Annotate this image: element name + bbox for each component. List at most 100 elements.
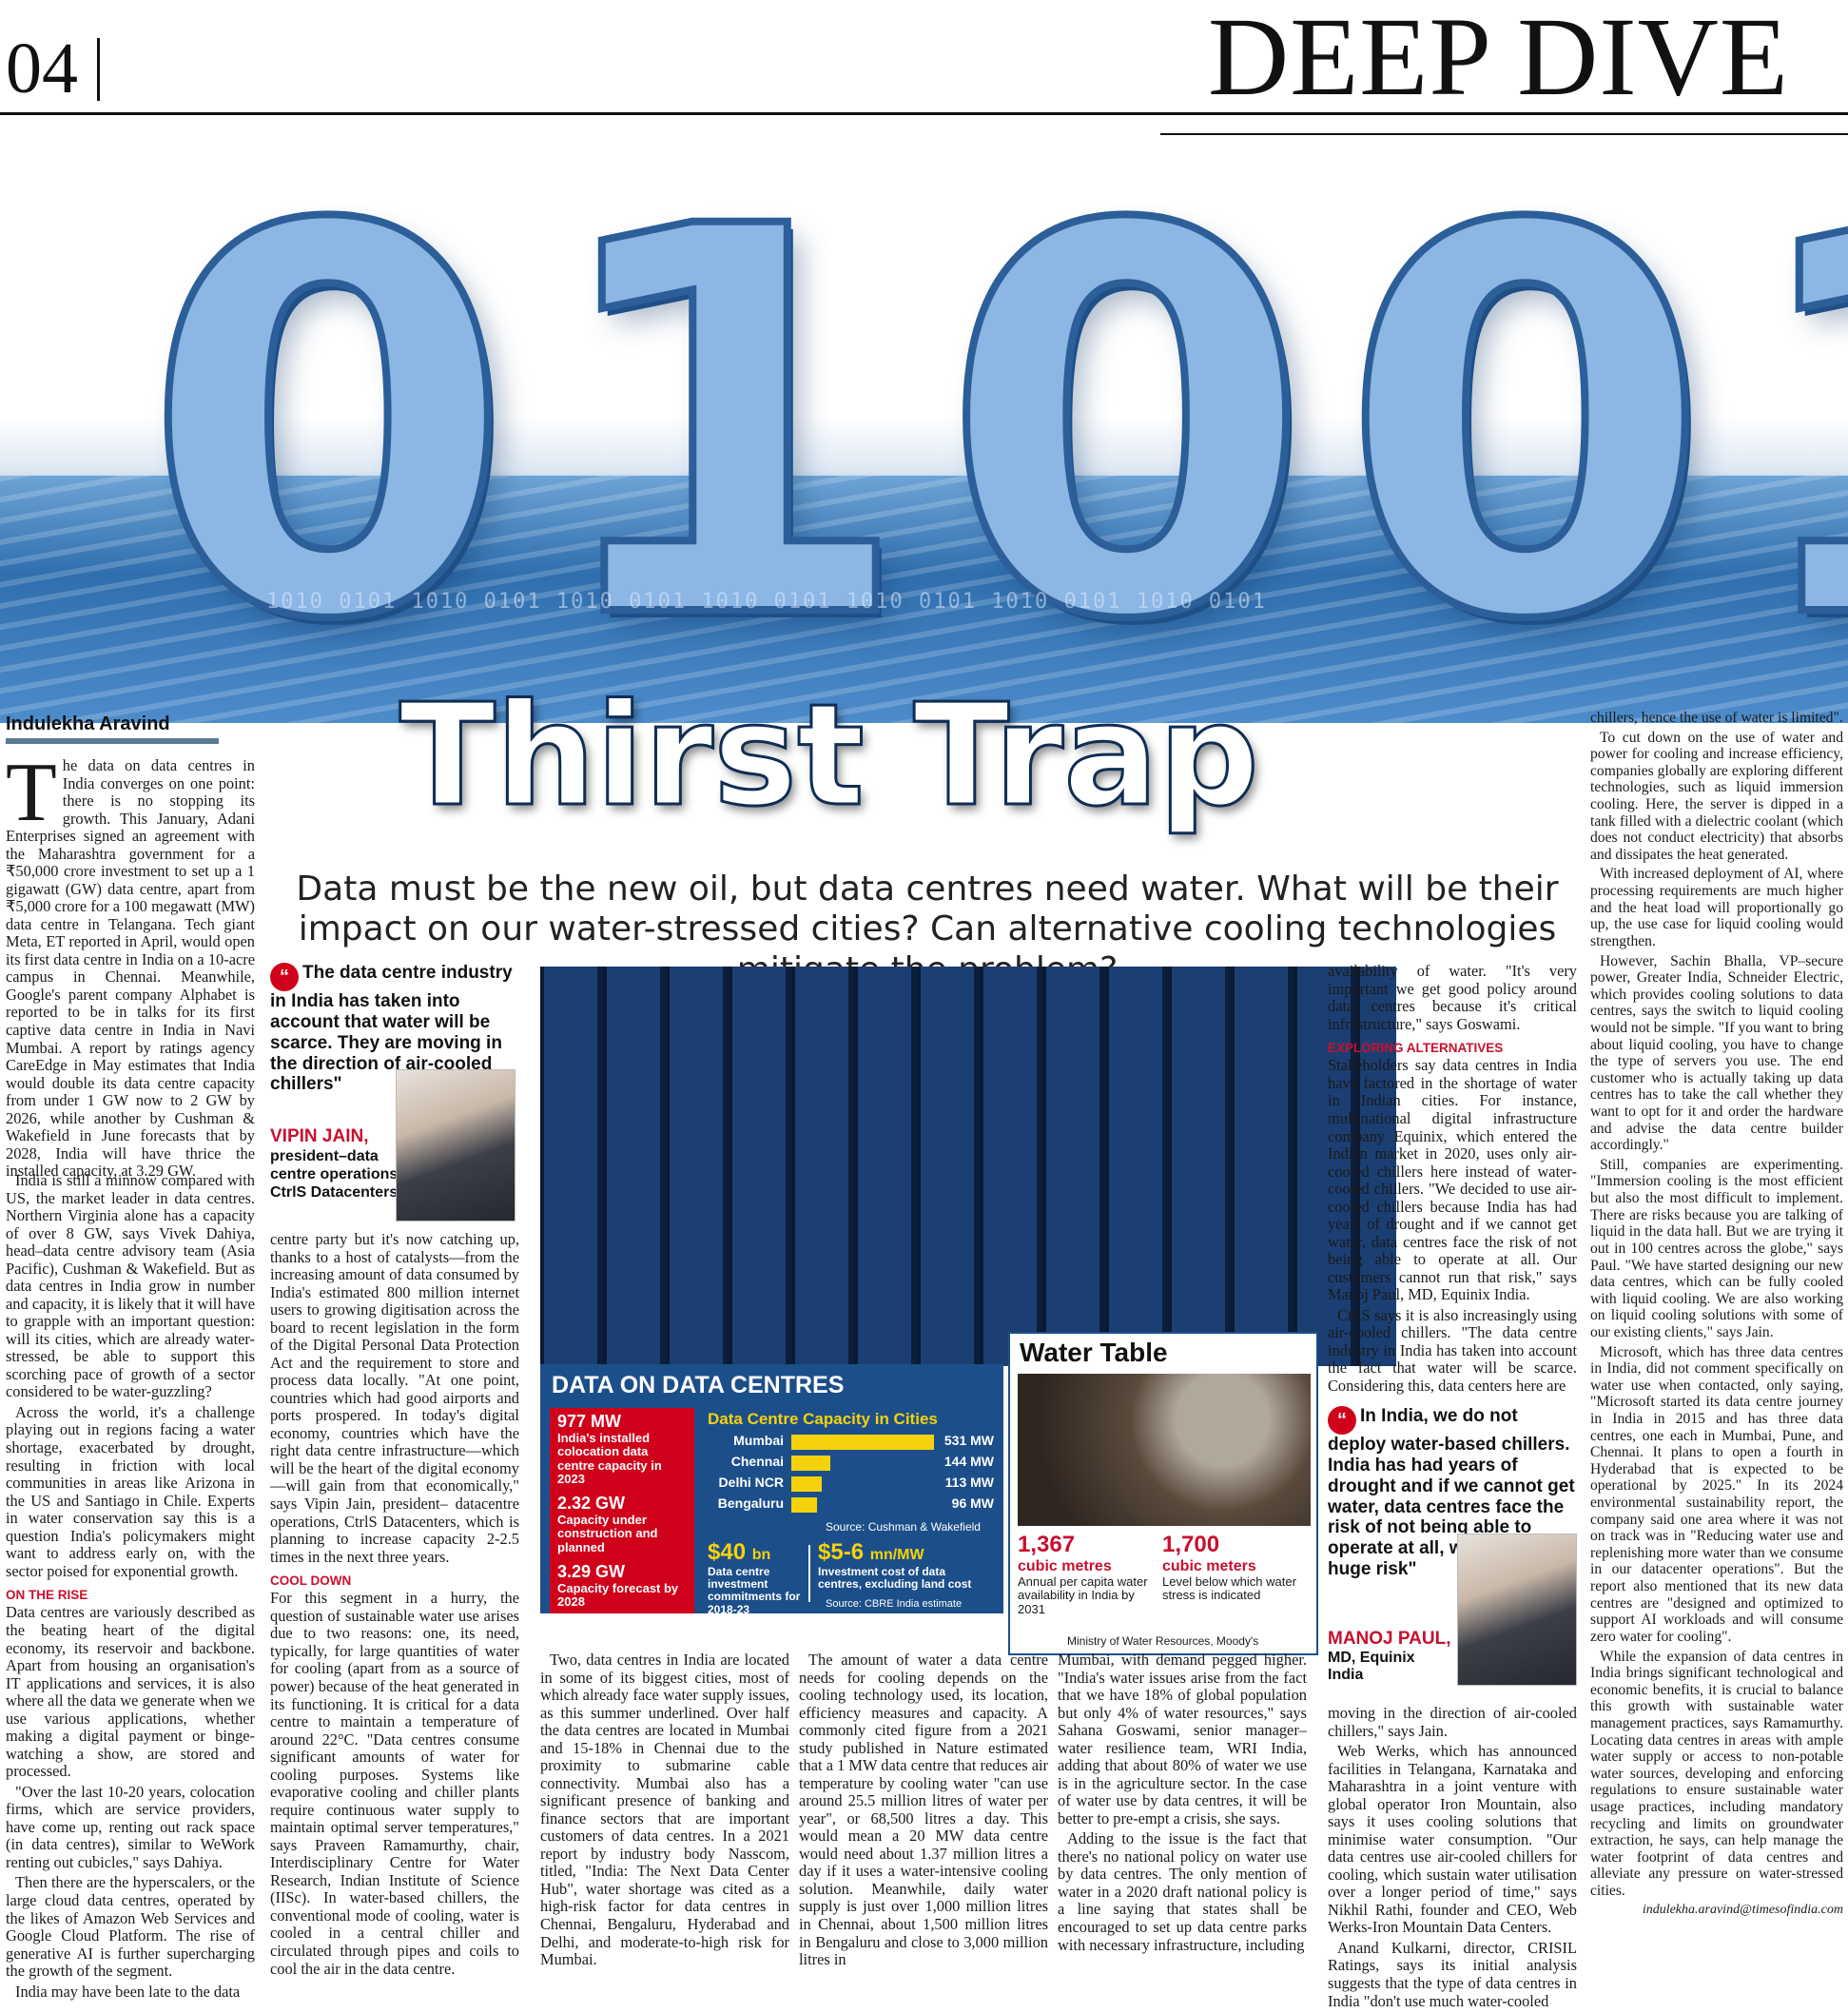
headline: Thirst Trap xyxy=(399,674,1261,837)
paragraph: Two, data centres in India are located i… xyxy=(540,1651,789,1969)
bar-value-label: 144 MW xyxy=(943,1454,994,1469)
stat-label: Capacity forecast by 2028 xyxy=(557,1581,679,1610)
water-stat-label: Level below which water stress is indica… xyxy=(1162,1574,1296,1603)
lead-text: he data on data centres in India converg… xyxy=(6,756,255,1181)
paragraph: Microsoft, which has three data centres … xyxy=(1590,1343,1843,1645)
paragraph: availability of water. "It's very import… xyxy=(1328,962,1577,1033)
bar xyxy=(791,1435,934,1450)
bar-label: Delhi NCR xyxy=(718,1475,784,1490)
bar-label: Chennai xyxy=(730,1454,784,1469)
invest-unit: bn xyxy=(751,1547,771,1563)
paragraph: India may have been late to the data xyxy=(15,1982,241,2001)
quote-attribution-2: MANOJ PAUL, MD, Equinix India xyxy=(1328,1629,1451,1684)
paragraph: Stakeholders say data centres in India h… xyxy=(1328,1056,1577,1304)
invest-source: Source: CBRE India estimate xyxy=(826,1598,963,1610)
data-centres-panel: DATA ON DATA CENTRES 977 MW India's inst… xyxy=(540,1364,1003,1616)
water-table-title: Water Table xyxy=(1020,1338,1168,1367)
hero-water xyxy=(0,476,1848,723)
author-email: indulekha.aravind@timesofindia.com xyxy=(1642,1902,1843,1917)
quote-title: MD, Equinix India xyxy=(1328,1650,1415,1683)
paragraph: moving in the direction of air-cooled ch… xyxy=(1328,1704,1577,1740)
paragraph: While the expansion of data centres in I… xyxy=(1590,1648,1843,1900)
quote-text: The data centre industry in India has ta… xyxy=(270,963,513,1095)
paragraph: Mumbai, with demand pegged higher. "Indi… xyxy=(1058,1651,1307,1827)
quote-icon: “ xyxy=(270,963,299,991)
stat-label: India's installed colocation data centre… xyxy=(557,1431,662,1486)
paragraph: CtrlS says it is also increasingly using… xyxy=(1328,1305,1577,1395)
column-1-lower: India is still a minnow compared with US… xyxy=(6,1171,255,2003)
byline-rule xyxy=(6,738,219,744)
water-stat-label: Annual per capita water availability in … xyxy=(1018,1574,1148,1616)
hands-photo xyxy=(1018,1374,1311,1526)
stat-value: 2.32 GW xyxy=(557,1494,626,1514)
invest-label: Investment cost of data centres, excludi… xyxy=(818,1565,972,1592)
paragraph: With increased deployment of AI, where p… xyxy=(1590,866,1843,949)
paragraph: However, Sachin Bhalla, VP–secure power,… xyxy=(1590,952,1843,1154)
paragraph: India is still a minnow compared with US… xyxy=(6,1171,255,1401)
bar xyxy=(791,1476,822,1492)
paragraph: "Over the last 10-20 years, colocation f… xyxy=(6,1782,255,1871)
column-3: Two, data centres in India are located i… xyxy=(540,1651,789,1972)
subhead: EXPLORING ALTERNATIVES xyxy=(1328,1041,1504,1056)
standfirst: Data must be the new oil, but data centr… xyxy=(296,870,1559,989)
pull-quote-vipin-jain: “The data centre industry in India has t… xyxy=(270,963,527,1095)
water-stat-value: 1,367 xyxy=(1018,1532,1076,1557)
paragraph: Still, companies are experimenting. "Imm… xyxy=(1590,1156,1843,1340)
hero-binary-texture: 1010 0101 1010 0101 1010 0101 1010 0101 … xyxy=(266,590,1267,614)
stat-label: Capacity under construction and planned xyxy=(557,1513,658,1554)
bar xyxy=(791,1456,830,1471)
paragraph: Across the world, it's a challenge playi… xyxy=(6,1402,255,1580)
invest-unit: mn/MW xyxy=(869,1547,924,1563)
city-capacity-chart: Mumbai 531 MW Chennai 144 MW Delhi NCR 113 MW… xyxy=(708,1433,998,1520)
portrait-vipin-jain xyxy=(396,1069,515,1221)
paragraph: Anand Kulkarni, director, CRISIL Ratings… xyxy=(1328,1938,1577,2010)
chart-title: Data Centre Capacity in Cities xyxy=(708,1410,938,1428)
column-2: centre party but it's now catching up, t… xyxy=(270,1230,519,1981)
water-stat-unit: cubic meters xyxy=(1162,1558,1256,1574)
stat-value: 3.29 GW xyxy=(557,1562,626,1582)
water-source: Ministry of Water Resources, Moody's xyxy=(1067,1634,1259,1648)
column-6-lower: moving in the direction of air-cooled ch… xyxy=(1328,1704,1577,2013)
section-rule xyxy=(1160,133,1848,135)
chart-source: Source: Cushman & Wakefield xyxy=(826,1520,981,1534)
column-7: chillers, hence the use of water is limi… xyxy=(1590,710,1843,1917)
paragraph: chillers, hence the use of water is limi… xyxy=(1590,710,1843,726)
byline: Indulekha Aravind xyxy=(6,713,170,734)
invest-1: $40 bn Data centre investment commitment… xyxy=(708,1539,803,1616)
page-number-divider xyxy=(97,38,100,101)
quote-icon: “ xyxy=(1328,1406,1356,1435)
bar xyxy=(791,1497,817,1513)
invest-value-number: $5-6 xyxy=(818,1539,865,1565)
masthead-rule xyxy=(0,112,1848,115)
paragraph: Then there are the hyperscalers, or the … xyxy=(6,1873,255,1981)
paragraph: Adding to the issue is the fact that the… xyxy=(1058,1829,1307,1954)
quote-title: president–data centre operations, CtrlS … xyxy=(270,1148,402,1202)
bar-value-label: 113 MW xyxy=(944,1475,994,1490)
section-title: DEEP DIVE xyxy=(1208,0,1789,119)
quote-name: VIPIN JAIN, xyxy=(270,1126,369,1146)
pull-quote-manoj-paul: “In India, we do not deploy water-based … xyxy=(1328,1406,1577,1580)
page-number: 04 xyxy=(6,29,78,108)
column-4: The amount of water a data centre needs … xyxy=(799,1651,1048,1972)
invest-value: $5-6 mn/MW xyxy=(818,1539,989,1566)
water-stat-1: 1,367 cubic metres Annual per capita wat… xyxy=(1018,1532,1160,1616)
server-room-image xyxy=(540,967,1396,1366)
column-5: Mumbai, with demand pegged higher. "Indi… xyxy=(1058,1651,1307,1957)
water-stat-2: 1,700 cubic meters Level below which wat… xyxy=(1162,1532,1305,1603)
quote-text: In India, we do not deploy water-based c… xyxy=(1328,1406,1575,1580)
paragraph: Web Werks, which has announced facilitie… xyxy=(1328,1742,1577,1937)
bar-label: Bengaluru xyxy=(717,1495,784,1511)
water-stat-unit: cubic metres xyxy=(1018,1558,1112,1574)
invest-value: $40 bn xyxy=(708,1539,803,1566)
quote-name: MANOJ PAUL, xyxy=(1328,1629,1451,1649)
subhead: ON THE RISE xyxy=(6,1588,88,1603)
paragraph: centre party but it's now catching up, t… xyxy=(270,1230,519,1566)
invest-divider xyxy=(808,1545,810,1602)
dropcap: T xyxy=(6,747,57,839)
invest-2: $5-6 mn/MW Investment cost of data centr… xyxy=(818,1539,989,1591)
subhead: COOL DOWN xyxy=(270,1573,352,1589)
stat-box: 977 MW India's installed colocation data… xyxy=(550,1408,694,1613)
